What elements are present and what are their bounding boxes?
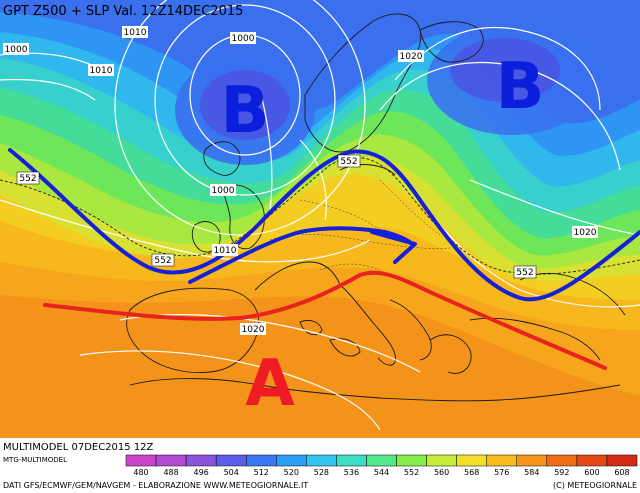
colorbar-swatch <box>516 454 548 467</box>
svg-text:552: 552 <box>19 174 36 184</box>
colorbar-tick-label: 560 <box>434 468 449 477</box>
gpt-552-contour <box>0 156 640 275</box>
svg-text:1020: 1020 <box>242 325 265 335</box>
gpt-label: 552 <box>513 265 537 279</box>
svg-text:1020: 1020 <box>400 52 423 62</box>
colorbar-tick-label: 552 <box>404 468 419 477</box>
map-title: GPT Z500 + SLP Val. 12Z14DEC2015 <box>3 4 243 19</box>
jet-arrow-head <box>370 230 417 264</box>
svg-text:1010: 1010 <box>124 28 147 38</box>
colorbar-tick-label: 576 <box>494 468 509 477</box>
colorbar-tick-label: 536 <box>344 468 359 477</box>
colorbar-swatch <box>486 454 518 467</box>
colorbar-tick-label: 528 <box>314 468 329 477</box>
map-area <box>0 0 640 438</box>
svg-text:552: 552 <box>340 157 357 167</box>
ridge-axis <box>43 270 607 370</box>
low-pressure-label-east: B <box>496 50 545 124</box>
colorbar-swatch <box>336 454 367 467</box>
colorbar-swatch <box>215 454 247 467</box>
colorbar-tick-label: 496 <box>194 468 209 477</box>
colorbar-tick-label: 504 <box>224 468 239 477</box>
svg-text:1020: 1020 <box>574 228 597 238</box>
svg-text:1000: 1000 <box>5 45 28 55</box>
isobars <box>0 0 640 431</box>
gpt-label: 552 <box>337 154 361 168</box>
colorbar-swatch <box>606 454 638 467</box>
colorbar: 480 488 496 504 512 520 528 536 544 552 560 568 576 5… <box>125 454 638 477</box>
isobar-label: 1000 <box>230 32 256 44</box>
colorbar-tick-label: 568 <box>464 468 479 477</box>
colorbar-tick-label: 520 <box>284 468 299 477</box>
credits-right: (C) METEOGIORNALE <box>553 481 637 490</box>
model-label: MTG-MULTIMODEL <box>3 456 67 464</box>
svg-text:1000: 1000 <box>212 186 235 196</box>
colorbar-tick-label: 544 <box>374 468 389 477</box>
borders <box>269 179 451 271</box>
colorbar-swatch <box>546 454 578 467</box>
isobar-label: 1010 <box>122 26 148 38</box>
colorbar-tick-label: 584 <box>524 468 539 477</box>
isobar-label: 1020 <box>572 226 598 238</box>
colorbar-tick-label: 488 <box>163 468 178 477</box>
secondary-jet-axis <box>188 226 414 284</box>
svg-text:552: 552 <box>154 256 171 266</box>
colorbar-swatch <box>306 454 337 467</box>
isobar-label: 1020 <box>240 323 266 335</box>
isobar-label: 1000 <box>210 184 236 196</box>
colorbar-tick-label: 600 <box>584 468 599 477</box>
colorbar-swatch <box>426 454 457 467</box>
colorbar-swatch <box>155 454 187 467</box>
isobar-label: 1010 <box>88 64 114 76</box>
colorbar-swatch <box>245 454 277 467</box>
svg-text:552: 552 <box>516 268 533 278</box>
colorbar-tick-label: 480 <box>133 468 148 477</box>
svg-text:1010: 1010 <box>90 66 113 76</box>
low-pressure-label-west: B <box>221 74 270 148</box>
colorbar-swatch <box>366 454 397 467</box>
colorbar-swatch <box>576 454 608 467</box>
high-pressure-label: A <box>245 347 295 421</box>
svg-text:1000: 1000 <box>232 34 255 44</box>
isobar-label: 1020 <box>398 50 424 62</box>
gpt-label: 552 <box>151 253 175 267</box>
colorbar-swatch <box>125 454 157 467</box>
gpt-label-group: 552 552 552 552 <box>16 154 537 279</box>
colorbar-swatch <box>456 454 487 467</box>
colorbar-tick-label: 512 <box>254 468 269 477</box>
colorbar-swatch <box>276 454 307 467</box>
run-label: MULTIMODEL 07DEC2015 12Z <box>3 442 154 453</box>
isobar-label: 1010 <box>212 244 238 256</box>
isobar-label-group: 1000 1010 1000 1010 1020 1000 1010 1020 … <box>3 26 598 335</box>
gpt-label: 552 <box>16 171 40 185</box>
jet-stream-axis <box>8 148 640 302</box>
svg-text:1010: 1010 <box>214 246 237 256</box>
colorbar-tick-label: 592 <box>554 468 569 477</box>
colorbar-tick-label: 608 <box>614 468 629 477</box>
colorbar-swatch <box>185 454 217 467</box>
colorbar-swatch <box>396 454 427 467</box>
credits-left: DATI GFS/ECMWF/GEM/NAVGEM - ELABORAZIONE… <box>3 481 308 490</box>
isobar-label: 1000 <box>3 43 29 55</box>
